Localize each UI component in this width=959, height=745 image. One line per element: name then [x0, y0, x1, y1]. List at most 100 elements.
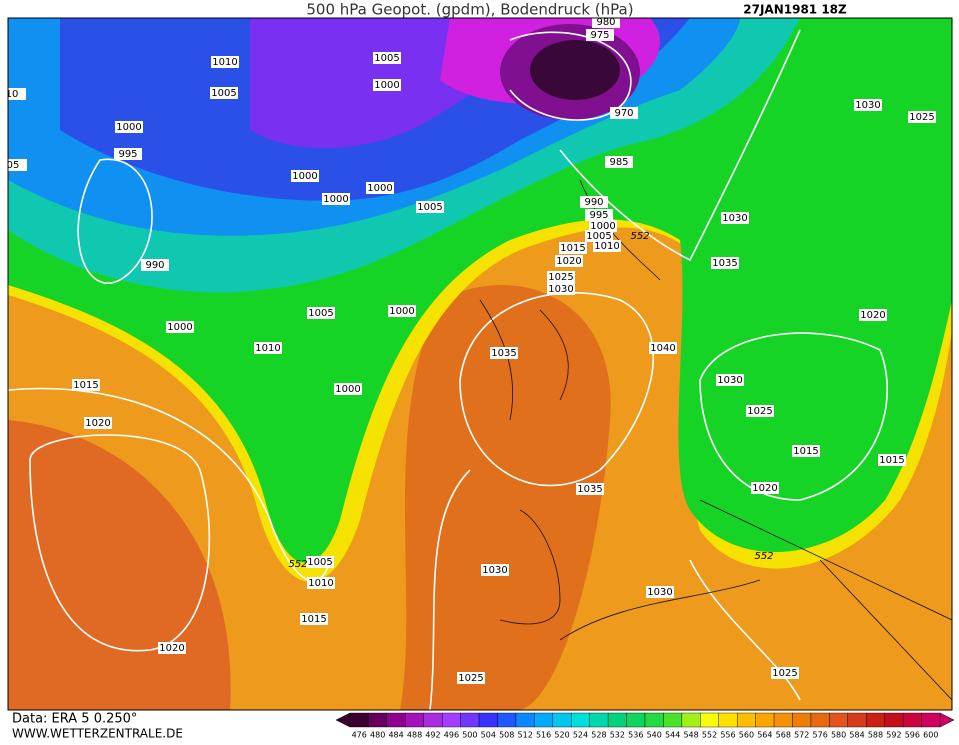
- isobar-label-bg: [114, 148, 142, 160]
- isobar-label: 1035: [712, 258, 737, 269]
- isobar-label: 1020: [752, 483, 777, 494]
- isobar-label-bg: [490, 347, 518, 359]
- isobar-label: 1010: [212, 57, 237, 68]
- color-bar-label: 484: [388, 731, 403, 740]
- isobar-label-bg: [555, 255, 583, 267]
- isobar-label: 1015: [560, 243, 585, 254]
- isobar-label: 985: [609, 157, 628, 168]
- color-bar-arrow: [335, 712, 351, 728]
- isobar-label-bg: [334, 383, 362, 395]
- isobar-label-bg: [373, 79, 401, 91]
- map-frame: [7, 17, 953, 711]
- isobar-label-bg: [585, 209, 613, 221]
- color-bar-box: [478, 712, 498, 728]
- color-bar: 476 480 484 488 492 496 500 504 508 512 516 520 524 5…: [335, 712, 955, 740]
- isobar-label: 1000: [116, 122, 141, 133]
- isobar-label: 1030: [647, 587, 672, 598]
- isobar-label: 1015: [793, 446, 818, 457]
- isobar-label-bg: [605, 156, 633, 168]
- isobar-label: 1020: [159, 643, 184, 654]
- isobar-label: 1030: [482, 565, 507, 576]
- isobar-label: 995: [118, 149, 137, 160]
- color-bar-label: 476: [352, 731, 367, 740]
- color-bar-box: [663, 712, 683, 728]
- color-bar-box: [423, 712, 443, 728]
- color-bar-label: 532: [610, 731, 625, 740]
- isobar-label-bg: [792, 445, 820, 457]
- isobar-label: 1005: [586, 231, 611, 242]
- isobar-label: 1035: [491, 348, 516, 359]
- color-bar-box: [773, 712, 793, 728]
- isobar-label-bg: [158, 642, 186, 654]
- isobar-label-bg: [72, 379, 100, 391]
- isobar-label: 1015: [301, 614, 326, 625]
- isobar-label: 1000: [335, 384, 360, 395]
- isobar-label-bg: [908, 111, 936, 123]
- color-bar-box: [571, 712, 590, 728]
- map: 1010 100510001005100099510001000100010059…: [6, 18, 952, 710]
- color-bar-label: 540: [647, 731, 662, 740]
- isobar-label-bg: [291, 170, 319, 182]
- isobar-label-bg: [585, 230, 613, 242]
- isobar-label: 1005: [417, 202, 442, 213]
- color-bar-label: 592: [886, 731, 901, 740]
- isobar-label: 1025: [458, 673, 483, 684]
- isobar-label: 1020: [860, 310, 885, 321]
- map-date: 27JAN1981 18Z: [743, 3, 847, 17]
- color-bar-label: 496: [444, 731, 459, 740]
- isobar-label: 1025: [548, 272, 573, 283]
- isobar-label-bg: [854, 99, 882, 111]
- isobar-label: 1010: [594, 241, 619, 252]
- isobar-label: 10: [6, 89, 19, 100]
- color-bar-box: [607, 712, 627, 728]
- isobar-label: 1010: [308, 578, 333, 589]
- color-bar-label: 556: [720, 731, 735, 740]
- isobar-label-bg: [373, 52, 401, 64]
- color-bar-label: 560: [739, 731, 754, 740]
- isobar-label-bg: [457, 672, 485, 684]
- color-bar-label: 536: [628, 731, 643, 740]
- color-bar-label: 504: [481, 731, 496, 740]
- isobar-label-bg: [771, 667, 799, 679]
- isobar-label-bg: [721, 212, 749, 224]
- isobar-label-bg: [547, 271, 575, 283]
- color-bar-box: [644, 712, 664, 728]
- isobar-label-bg: [307, 307, 335, 319]
- color-bar-box: [552, 712, 572, 728]
- color-bar-label: 516: [536, 731, 551, 740]
- isobar-label-bg: [576, 483, 604, 495]
- color-bar-box: [515, 712, 535, 728]
- color-bar-label: 588: [868, 731, 883, 740]
- isobar-label-bg: [746, 405, 774, 417]
- color-bar-box: [441, 712, 461, 728]
- isobar-label-bg: [559, 242, 587, 254]
- color-bar-label: 528: [591, 731, 606, 740]
- color-bar-box: [681, 712, 701, 728]
- data-source: Data: ERA 5 0.250°: [12, 712, 137, 727]
- isobar-label-bg: [716, 374, 744, 386]
- color-bar-label: 564: [757, 731, 772, 740]
- isobar-label: 1000: [167, 322, 192, 333]
- contour-label: 552: [288, 559, 307, 570]
- isobar-label: 1020: [556, 256, 581, 267]
- color-bar-label: 500: [462, 731, 477, 740]
- isobar-label-bg: [388, 305, 416, 317]
- isobar-label: 970: [614, 108, 633, 119]
- contour-label: 552: [754, 551, 773, 562]
- isobar-label-bg: [589, 220, 617, 232]
- color-bar-label: 568: [776, 731, 791, 740]
- isobar-label: 1015: [73, 380, 98, 391]
- isobar-label: 1025: [747, 406, 772, 417]
- isobar-label-bg: [8, 88, 26, 100]
- isobar-label-bg: [8, 159, 27, 171]
- color-bar-box: [589, 712, 609, 728]
- color-bar-box: [405, 712, 424, 728]
- isobar-label-bg: [322, 193, 350, 205]
- color-bar-box: [626, 712, 646, 728]
- color-bar-box: [349, 712, 369, 728]
- color-bar-box: [700, 712, 719, 728]
- isobar-label-bg: [592, 18, 620, 28]
- isobar-label: 1025: [772, 668, 797, 679]
- color-bar-label: 508: [499, 731, 514, 740]
- isobar-label: 1020: [85, 418, 110, 429]
